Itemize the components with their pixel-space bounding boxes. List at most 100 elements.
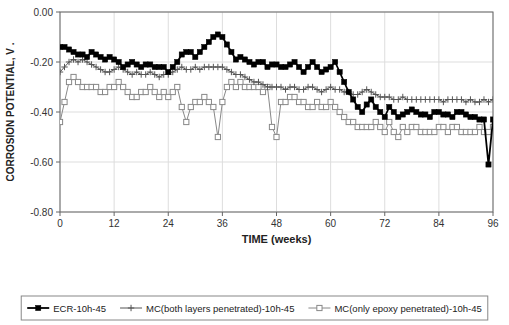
tick-label: 84	[433, 218, 445, 229]
grid-line	[384, 12, 385, 212]
point	[490, 117, 493, 122]
point	[215, 134, 220, 139]
point	[490, 96, 493, 102]
legend-marker	[36, 305, 41, 310]
series	[60, 32, 493, 167]
point	[337, 109, 342, 114]
point	[324, 104, 329, 109]
point	[382, 129, 387, 134]
point	[157, 94, 162, 99]
tick-label: 72	[379, 218, 391, 229]
tick-label: 48	[271, 218, 283, 229]
point	[220, 34, 225, 39]
series	[60, 56, 493, 105]
tick-label: -0.20	[30, 57, 53, 68]
point	[260, 89, 265, 94]
point	[486, 129, 491, 134]
legend-marker	[128, 305, 134, 311]
point	[292, 94, 297, 99]
grid	[60, 12, 493, 212]
tick	[438, 212, 439, 216]
point	[369, 97, 374, 102]
legend-label: MC(only epoxy penetrated)-10h-45	[334, 303, 481, 314]
line	[60, 60, 493, 103]
point	[170, 89, 175, 94]
point	[125, 89, 130, 94]
line	[60, 77, 493, 137]
point	[301, 99, 306, 104]
point	[337, 69, 342, 74]
point	[400, 124, 405, 129]
point	[342, 114, 347, 119]
point	[121, 84, 126, 89]
point	[148, 84, 153, 89]
point	[220, 99, 225, 104]
legend-label: ECR-10h-45	[53, 303, 106, 314]
point	[355, 104, 360, 109]
point	[161, 64, 166, 69]
tick-label: 24	[163, 218, 175, 229]
point	[486, 162, 491, 167]
point	[481, 117, 486, 122]
point	[333, 59, 338, 64]
grid-line	[330, 12, 331, 212]
tick	[56, 212, 60, 213]
point	[382, 114, 387, 119]
point	[405, 129, 410, 134]
plot-frame	[60, 12, 493, 212]
point	[314, 99, 319, 104]
point	[229, 79, 234, 84]
point	[103, 89, 108, 94]
legend-item: ECR-10h-45	[27, 303, 106, 314]
point	[112, 84, 117, 89]
tick-label: 60	[325, 218, 337, 229]
point	[274, 134, 279, 139]
tick	[56, 112, 60, 113]
point	[387, 119, 392, 124]
point	[93, 84, 98, 89]
point	[134, 94, 139, 99]
line	[60, 35, 493, 165]
point	[188, 49, 193, 54]
point	[188, 104, 193, 109]
tick	[493, 212, 494, 216]
point	[328, 99, 333, 104]
point	[432, 129, 437, 134]
point	[364, 102, 369, 107]
legend-item: MC(only epoxy penetrated)-10h-45	[308, 303, 481, 314]
point	[454, 124, 459, 129]
point	[360, 109, 365, 114]
point	[197, 99, 202, 104]
point	[310, 59, 315, 64]
point	[269, 124, 274, 129]
legend: ECR-10h-45MC(both layers penetrated)-10h…	[21, 296, 488, 320]
tick	[114, 212, 115, 216]
tick-label: 0	[57, 218, 63, 229]
point	[345, 89, 351, 95]
data	[60, 32, 493, 167]
point	[193, 54, 198, 59]
point	[373, 104, 378, 109]
point	[292, 59, 297, 64]
point	[477, 124, 482, 129]
point	[170, 64, 175, 69]
point	[233, 84, 238, 89]
point	[351, 97, 356, 102]
point	[387, 104, 392, 109]
axes: 0.00-0.20-0.40-0.60-0.800122436486072849…	[5, 7, 499, 246]
point	[116, 79, 121, 84]
point	[206, 99, 211, 104]
tick-label: -0.80	[30, 207, 53, 218]
tick	[56, 162, 60, 163]
point	[391, 109, 396, 114]
point	[75, 79, 80, 84]
grid-line	[276, 12, 277, 212]
point	[166, 69, 171, 74]
point	[305, 64, 310, 69]
point	[396, 134, 401, 139]
point	[369, 124, 374, 129]
point	[60, 69, 63, 75]
point	[342, 79, 347, 84]
point	[378, 109, 383, 114]
grid-line	[168, 12, 169, 212]
